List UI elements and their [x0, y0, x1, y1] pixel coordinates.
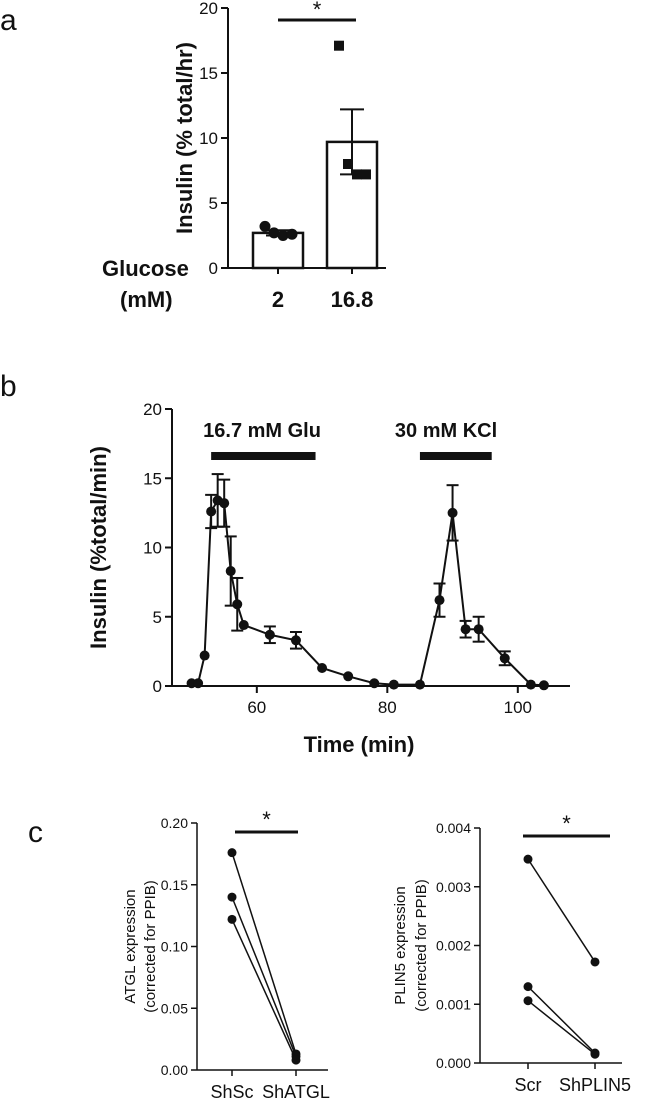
panel-c-plin5-data-point — [590, 1049, 600, 1059]
panel-b-data-point — [538, 680, 549, 691]
panel-c-atgl-y-label-line2: (corrected for PPIB) — [142, 880, 159, 1013]
panel-b-data-point — [199, 650, 210, 661]
panel-a-category-label: 2 — [272, 287, 284, 312]
panel-b-data-point — [369, 678, 380, 689]
panel-c-plin5-y-tick-label: 0.004 — [436, 820, 471, 836]
panel-c-plin5-y-tick-label: 0.003 — [436, 879, 471, 895]
panel-c-plin5-data-point — [590, 957, 600, 967]
panel-c-atgl-y-label-line1: ATGL expression — [122, 889, 139, 1003]
panel-b-data-point — [232, 599, 243, 610]
panel-a-data-point — [334, 40, 344, 51]
panel-b-data-point — [225, 566, 236, 577]
panel-c-atgl-pair-line — [231, 896, 297, 1057]
panel-c-plin5-pair-line — [527, 986, 596, 1054]
panel-b-x-tick-label: 60 — [247, 698, 266, 717]
panel-c-atgl-y-tick-label: 0.10 — [161, 939, 188, 955]
panel-a-significance-star: * — [313, 0, 322, 22]
panel-a-data-point — [259, 220, 271, 232]
panel-a-y-tick-label: 20 — [199, 0, 218, 18]
panel-b-x-axis-label: Time (min) — [304, 732, 415, 757]
panel-c-plin5-data-point — [523, 996, 533, 1006]
panel-b-y-tick-label: 5 — [153, 608, 162, 627]
panel-a-data-point — [361, 169, 371, 180]
panel-b-data-point — [290, 635, 301, 646]
panel-b-data-point — [499, 653, 510, 664]
panel-c-plin5-pair-line — [527, 1000, 596, 1055]
panel-c-plin5-data-point — [523, 854, 533, 864]
panel-b-series-line — [191, 499, 544, 687]
panel-c-atgl-chart: ATGL expression (corrected for PPIB) 0.0… — [122, 807, 330, 1100]
panel-b-stimulus-label: 30 mM KCl — [395, 420, 497, 442]
panel-b-y-axis-label: Insulin (%total/min) — [86, 446, 111, 649]
panel-b-x-tick-label: 80 — [378, 698, 397, 717]
panel-c-atgl-pair-line — [231, 852, 297, 1055]
panel-b-y-tick-label: 15 — [143, 469, 162, 488]
panel-b-stimulus-label: 16.7 mM Glu — [203, 420, 321, 442]
panel-b-y-tick-label: 0 — [153, 677, 162, 696]
panel-a-y-axis-label: Insulin (% total/hr) — [172, 42, 197, 234]
panel-b-label: b — [0, 370, 17, 403]
panel-c-plin5-data-point — [523, 982, 533, 992]
panel-c-plin5-y-tick-label: 0.000 — [436, 1055, 471, 1071]
panel-c-atgl-category-label: ShSc — [210, 1082, 253, 1100]
panel-a-x-label-line1: Glucose — [102, 256, 189, 281]
panel-c-atgl-y-tick-label: 0.20 — [161, 815, 188, 831]
panel-c-atgl-data-point — [227, 848, 237, 858]
panel-c-atgl-y-tick-label: 0.15 — [161, 877, 188, 893]
panel-c-plin5-y-label-line1: PLIN5 expression — [392, 886, 409, 1004]
panel-b-data-point — [473, 624, 484, 635]
panel-c-plin5-pair-line — [527, 858, 596, 963]
panel-b-chart: Insulin (%total/min) Time (min) 0 5 10 15 20… — [86, 400, 570, 757]
panel-a-data-point — [277, 230, 289, 241]
panel-b-data-point — [447, 507, 458, 518]
panel-a-y-tick-label: 0 — [209, 259, 218, 278]
panel-c-atgl-significance-star: * — [262, 807, 271, 832]
panel-c-atgl-data-point — [291, 1055, 301, 1065]
panel-c-atgl-data-point — [227, 914, 237, 924]
panel-c-plin5-category-label: ShPLIN5 — [559, 1075, 631, 1095]
panel-c-atgl-y-tick-label: 0.05 — [161, 1000, 188, 1016]
panel-c-atgl-y-tick-label: 0.00 — [161, 1062, 188, 1078]
panel-a-label: a — [0, 4, 17, 37]
panel-b-data-point — [264, 629, 275, 640]
panel-c-plin5-y-tick-label: 0.002 — [436, 938, 471, 954]
panel-b-data-point — [206, 506, 217, 517]
panel-a-y-tick-label: 5 — [209, 194, 218, 213]
panel-c-atgl-category-label: ShATGL — [262, 1082, 330, 1100]
panel-a-x-label-line2: (mM) — [120, 287, 173, 312]
panel-c-atgl-pair-line — [231, 919, 297, 1061]
panel-a-category-label: 16.8 — [331, 287, 374, 312]
panel-b-data-point — [434, 595, 445, 606]
panel-b-data-point — [193, 678, 204, 689]
panel-b-stimulus-bar — [419, 452, 492, 460]
panel-a-y-tick-label: 15 — [199, 64, 218, 83]
panel-b-data-point — [460, 624, 471, 635]
panel-a-data-point — [268, 227, 280, 239]
panel-b-data-point — [219, 498, 230, 509]
panel-a-chart: Insulin (% total/hr) Glucose (mM) 0 5 10 15… — [102, 0, 386, 312]
panel-b-y-tick-label: 10 — [143, 539, 162, 558]
panel-b-data-point — [343, 671, 354, 682]
panel-b-y-tick-label: 20 — [143, 400, 162, 419]
panel-b-x-tick-label: 100 — [504, 698, 532, 717]
panel-b-data-point — [525, 679, 536, 690]
panel-c-plin5-significance-star: * — [562, 811, 571, 836]
panel-c-plin5-chart: PLIN5 expression (corrected for PPIB) 0.… — [392, 811, 631, 1095]
panel-a-data-point — [343, 159, 353, 169]
panel-b-stimulus-bar — [211, 452, 316, 460]
panel-c-atgl-data-point — [227, 892, 237, 902]
panel-a-data-point — [286, 228, 298, 240]
panel-c-label: c — [28, 816, 43, 849]
panel-c-plin5-y-tick-label: 0.001 — [436, 996, 471, 1012]
panel-c-plin5-y-label-line2: (corrected for PPIB) — [413, 879, 430, 1012]
panel-a-data-point — [352, 169, 362, 180]
panel-b-data-point — [388, 679, 399, 690]
panel-b-data-point — [414, 679, 425, 690]
panel-c-plin5-category-label: Scr — [515, 1075, 542, 1095]
panel-b-data-point — [317, 662, 328, 673]
panel-b-data-point — [238, 620, 249, 631]
panel-a-y-tick-label: 10 — [199, 129, 218, 148]
